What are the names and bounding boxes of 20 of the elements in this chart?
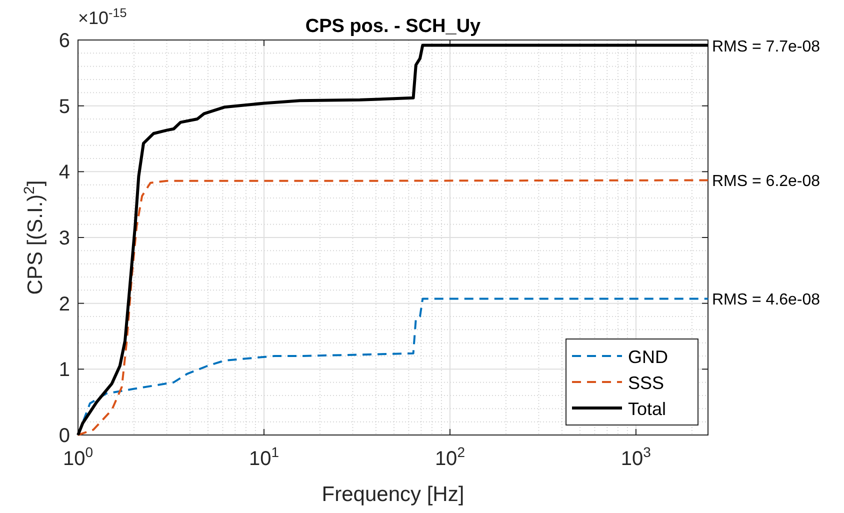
y-tick-label: 2 [58,293,70,316]
y-tick-label: 6 [58,30,70,52]
x-tick-label: 10$^{3}$ [620,444,652,470]
x-tick-label: 10$^{2}$ [434,444,466,470]
y-tick-label: 1 [58,359,70,382]
y-tick-label: 5 [58,96,70,118]
text: RMS = 7.7e-08 [712,38,820,56]
y-tick-label: 3 [58,228,70,250]
chart-title: CPS pos. - SCH_Uy [305,16,482,37]
x-tick-label: 10$^{0}$ [62,444,94,470]
y-tick-label: 4 [58,162,70,184]
x-axis-title: Frequency [Hz] [322,483,464,506]
y-tick-label: 0 [58,425,70,447]
legend-label: GND [628,347,668,367]
text: RMS = 6.2e-08 [712,173,820,190]
legend-label: SSS [628,373,664,393]
legend-label: Total [628,399,666,419]
x-tick-label: 10$^{1}$ [248,444,280,470]
text: ×10$^{-15}$ [78,6,127,28]
text: RMS = 4.6e-08 [712,292,820,309]
